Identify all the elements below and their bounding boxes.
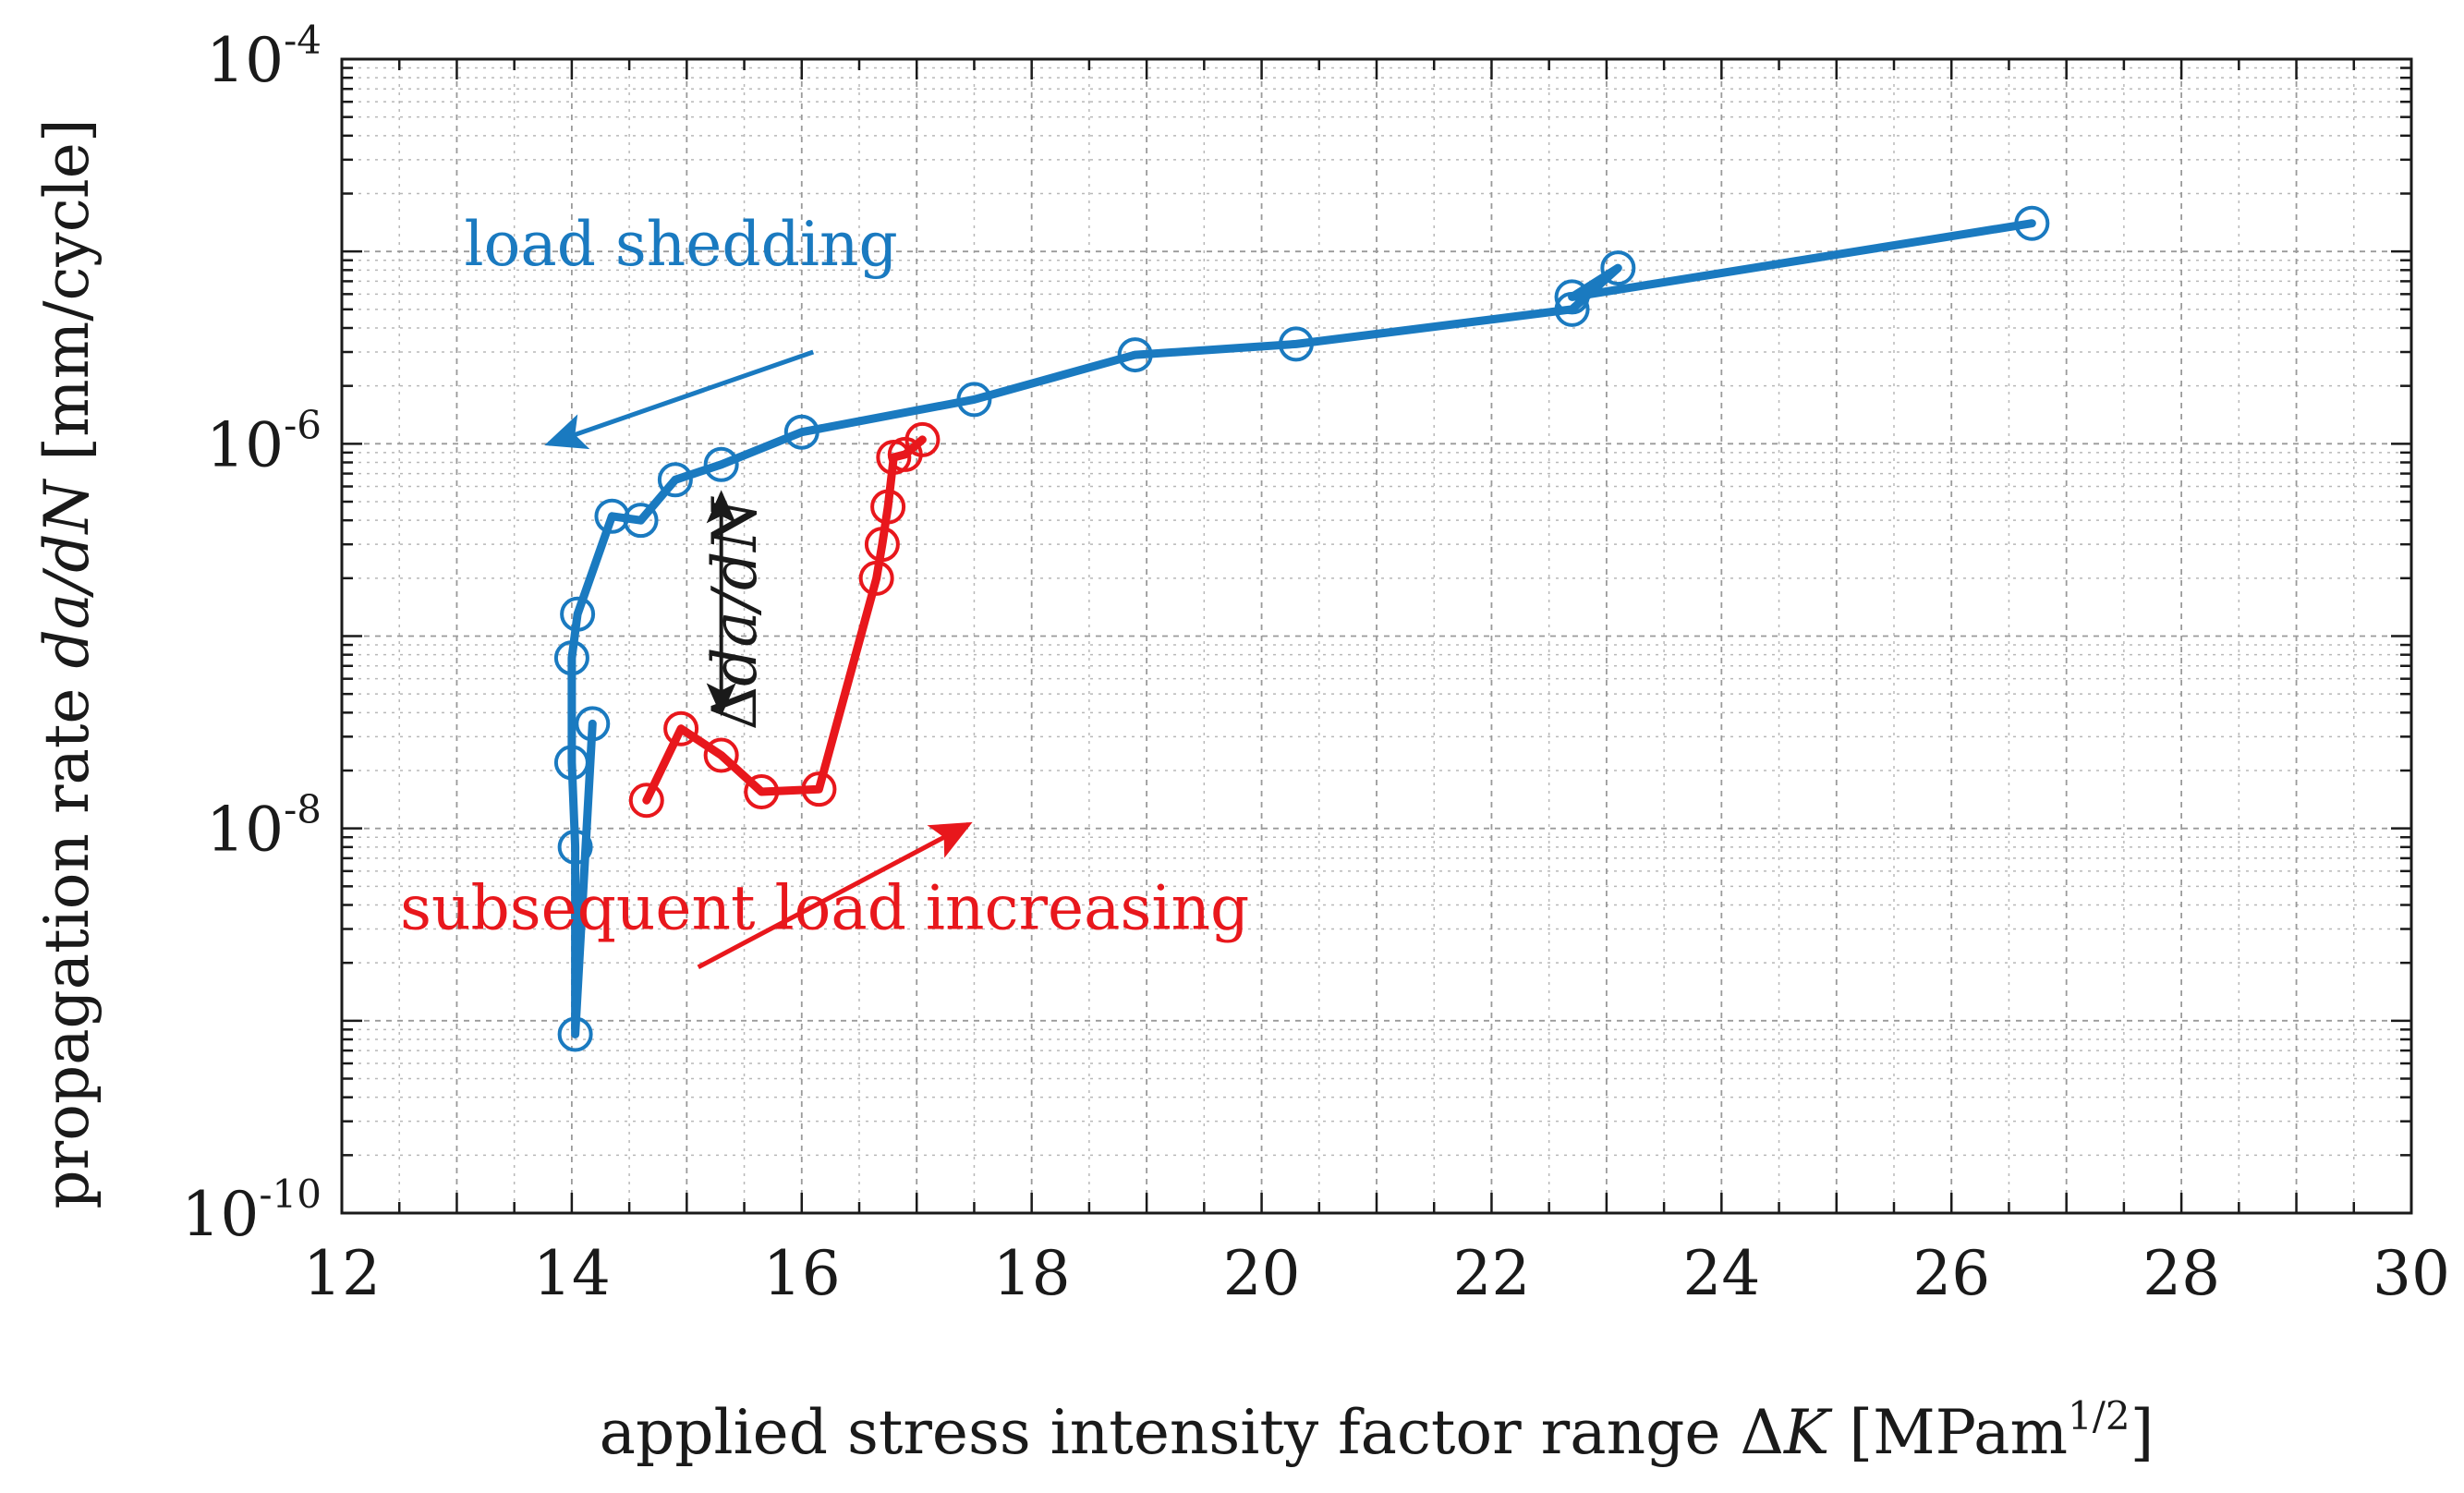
axis-ticks	[340, 57, 2413, 1215]
y-tick-label-exponent: -10	[259, 1171, 322, 1217]
series-2-point	[858, 560, 894, 596]
y-tick-label-base: 10	[206, 409, 284, 480]
x-tick-label: 30	[2373, 1238, 2450, 1309]
plot-series	[553, 205, 2050, 1052]
x-tick-label: 22	[1452, 1238, 1530, 1309]
x-axis-label-end: ]	[2130, 1397, 2154, 1468]
x-axis-label-italic: K	[1783, 1397, 1833, 1468]
series-1-point	[783, 414, 819, 450]
series-1-point	[553, 745, 589, 781]
load-shedding-arrow	[544, 349, 815, 450]
annotation-arrows	[544, 349, 973, 970]
x-tick-labels: 12 14 16 18 20 22 24 26 28 30	[303, 1238, 2450, 1309]
x-axis-label: applied stress intensity factor range ΔK…	[600, 1393, 2154, 1468]
series-1-point	[1278, 326, 1314, 362]
y-tick-label: 10-8	[206, 787, 322, 866]
series-1-point	[703, 446, 739, 482]
series-2-point	[703, 737, 739, 773]
annotation-delta-dadn: Δda/dN	[699, 496, 771, 731]
annotations: load shedding subsequent load increasing Δ…	[400, 209, 1249, 944]
x-axis-label-post: [MPam	[1829, 1397, 2068, 1468]
annotation-delta-symbol: Δ	[699, 686, 771, 731]
x-axis-label-sup: 1/2	[2068, 1393, 2130, 1438]
series-1-point	[594, 498, 630, 534]
x-tick-label: 16	[763, 1238, 841, 1309]
x-tick-label: 18	[993, 1238, 1071, 1309]
series-1-point	[1554, 279, 1590, 315]
y-tick-label: 10-4	[206, 18, 322, 96]
series-2-point	[744, 774, 780, 810]
x-axis-label-pre: applied stress intensity factor range Δ	[600, 1397, 1784, 1468]
y-axis-label-pre: propagation rate	[31, 669, 103, 1209]
x-tick-label: 28	[2142, 1238, 2220, 1309]
y-axis-label-post: [mm/cycle]	[31, 118, 103, 479]
series-1-point	[623, 503, 659, 539]
y-axis-label: propagation rate da/dN [mm/cycle]	[31, 118, 103, 1208]
x-tick-label: 14	[533, 1238, 611, 1309]
series-1-point	[1117, 337, 1153, 373]
series-2-point	[801, 771, 837, 807]
series-1-point	[560, 596, 596, 632]
series-2-point	[663, 710, 699, 746]
y-axis-label-italic: da/dN	[31, 478, 103, 668]
series-2-point	[870, 489, 906, 525]
series-1-point	[1554, 291, 1590, 327]
series-1-point	[2014, 205, 2050, 241]
x-tick-label: 26	[1912, 1238, 1990, 1309]
annotation-subsequent-load-increasing: subsequent load increasing	[400, 873, 1249, 944]
load-increasing-arrow	[697, 821, 973, 970]
series-1-point	[557, 1016, 593, 1052]
y-tick-label: 10-10	[181, 1171, 322, 1250]
y-tick-label: 10-6	[206, 402, 322, 480]
series-2-point	[628, 783, 664, 819]
y-tick-label-exponent: -8	[284, 787, 322, 832]
series-2-point	[864, 527, 900, 563]
series-1-point	[557, 829, 593, 865]
x-tick-label: 12	[303, 1238, 381, 1309]
y-tick-label-exponent: -4	[284, 18, 322, 63]
x-tick-label: 20	[1223, 1238, 1301, 1309]
y-tick-label-base: 10	[206, 795, 284, 866]
series-1-point	[956, 382, 992, 418]
x-tick-label: 24	[1682, 1238, 1760, 1309]
series-1-point	[1600, 250, 1636, 286]
series-1-point	[657, 462, 693, 498]
annotation-dadn-italic: da/dN	[699, 496, 771, 686]
series-1-point	[575, 706, 611, 742]
series-1-point	[553, 640, 589, 676]
annotation-load-shedding: load shedding	[465, 209, 898, 280]
y-tick-label-base: 10	[181, 1179, 259, 1250]
series-2-point	[904, 421, 941, 457]
y-tick-label-exponent: -6	[284, 402, 322, 447]
y-tick-label-base: 10	[206, 25, 284, 96]
